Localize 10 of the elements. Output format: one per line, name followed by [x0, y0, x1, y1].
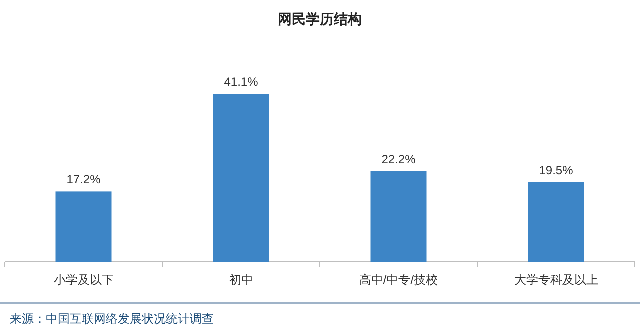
source-note: 来源：中国互联网络发展状况统计调查 — [10, 312, 214, 326]
x-tick-label: 大学专科及以上 — [514, 273, 598, 287]
x-tick-label: 高中/中专/技校 — [359, 273, 438, 287]
data-label: 22.2% — [382, 152, 416, 166]
data-label: 17.2% — [66, 172, 102, 187]
x-tick-label: 小学及以下 — [54, 273, 114, 287]
data-label: 19.5% — [539, 163, 574, 178]
title: 网民学历结构 — [278, 11, 362, 27]
x-tick-label: 初中 — [229, 273, 254, 287]
data-label: 41.1% — [224, 75, 259, 89]
